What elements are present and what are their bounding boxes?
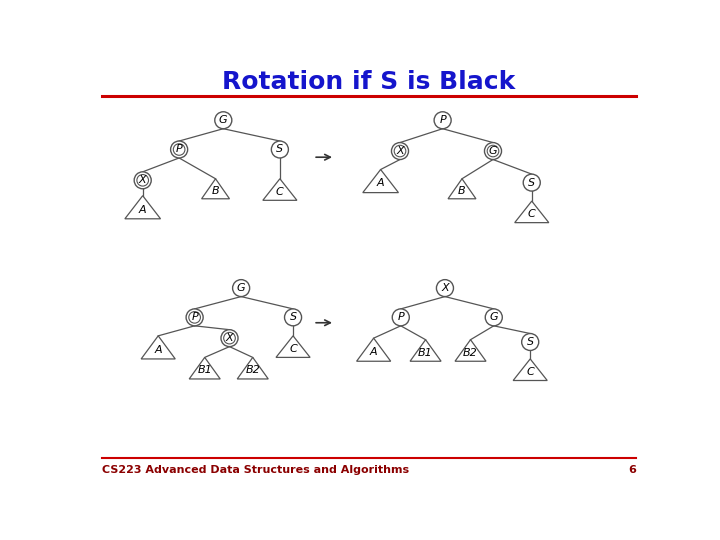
Circle shape — [436, 280, 454, 296]
Text: A: A — [377, 178, 384, 188]
Text: Rotation if S is Black: Rotation if S is Black — [222, 70, 516, 94]
Text: B2: B2 — [463, 348, 478, 357]
Polygon shape — [448, 179, 476, 199]
Text: P: P — [176, 145, 182, 154]
Polygon shape — [356, 338, 391, 361]
Text: S: S — [276, 145, 284, 154]
Polygon shape — [455, 340, 486, 361]
Circle shape — [434, 112, 451, 129]
Polygon shape — [363, 170, 398, 193]
Text: X: X — [225, 333, 233, 343]
Text: C: C — [528, 209, 536, 219]
Text: X: X — [139, 176, 146, 185]
Circle shape — [284, 309, 302, 326]
Text: A: A — [370, 347, 377, 357]
Polygon shape — [238, 357, 269, 379]
Circle shape — [271, 141, 289, 158]
Text: B2: B2 — [246, 366, 260, 375]
Circle shape — [392, 309, 409, 326]
Text: C: C — [289, 344, 297, 354]
Circle shape — [485, 143, 502, 159]
Text: P: P — [439, 115, 446, 125]
Text: S: S — [526, 337, 534, 347]
Text: G: G — [237, 283, 246, 293]
Text: G: G — [219, 115, 228, 125]
Circle shape — [392, 143, 408, 159]
Polygon shape — [410, 340, 441, 361]
Text: B1: B1 — [418, 348, 433, 357]
Polygon shape — [202, 179, 230, 199]
Polygon shape — [515, 201, 549, 222]
Text: B: B — [212, 186, 220, 196]
Text: G: G — [489, 146, 498, 156]
Text: B1: B1 — [197, 366, 212, 375]
Text: P: P — [192, 312, 198, 322]
Circle shape — [215, 112, 232, 129]
Circle shape — [221, 330, 238, 347]
Circle shape — [523, 174, 540, 191]
Circle shape — [134, 172, 151, 189]
Circle shape — [522, 334, 539, 350]
Circle shape — [186, 309, 203, 326]
Text: 6: 6 — [629, 465, 636, 475]
Circle shape — [233, 280, 250, 296]
Polygon shape — [263, 179, 297, 200]
Text: S: S — [289, 312, 297, 322]
Polygon shape — [189, 357, 220, 379]
Polygon shape — [141, 336, 175, 359]
Text: CS223 Advanced Data Structures and Algorithms: CS223 Advanced Data Structures and Algor… — [102, 465, 409, 475]
Polygon shape — [513, 359, 547, 381]
Text: X: X — [396, 146, 404, 156]
Text: C: C — [276, 187, 284, 197]
Text: X: X — [441, 283, 449, 293]
Text: S: S — [528, 178, 535, 187]
Circle shape — [171, 141, 188, 158]
Text: P: P — [397, 312, 404, 322]
Text: A: A — [154, 345, 162, 355]
Polygon shape — [125, 195, 161, 219]
Polygon shape — [276, 336, 310, 357]
Text: C: C — [526, 367, 534, 377]
Text: G: G — [490, 312, 498, 322]
Text: A: A — [139, 205, 146, 214]
Circle shape — [485, 309, 503, 326]
Text: B: B — [458, 186, 466, 196]
